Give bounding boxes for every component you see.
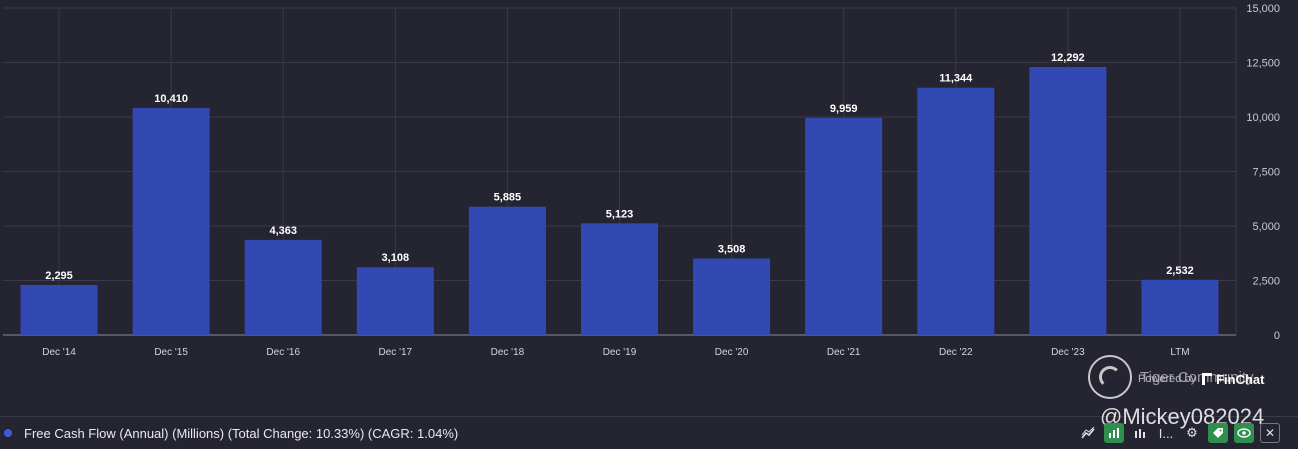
bar-value-label: 4,363 (269, 225, 297, 237)
y-axis-ticks: 0 2,500 5,000 7,500 10,000 12,500 15,000 (1246, 3, 1280, 342)
chart-toolbar: I... ⚙ ✕ (1078, 422, 1280, 444)
bar[interactable] (1029, 67, 1107, 336)
watermark-text: Tiger Community (1140, 369, 1254, 386)
x-tick-label: Dec '20 (715, 347, 749, 358)
bar[interactable] (917, 87, 995, 335)
x-tick-label: Dec '19 (603, 347, 637, 358)
x-tick-label: Dec '18 (491, 347, 525, 358)
x-axis-ticks: Dec '14 Dec '15 Dec '16 Dec '17 Dec '18 Dec '… (42, 347, 1189, 358)
more-icon[interactable]: I... (1158, 425, 1174, 441)
bar-value-label: 12,292 (1051, 52, 1085, 64)
y-tick-label: 15,000 (1246, 3, 1280, 15)
chart-line-icon[interactable] (1078, 423, 1098, 443)
x-tick-label: Dec '23 (1051, 347, 1085, 358)
x-tick-label: Dec '14 (42, 347, 76, 358)
y-tick-label: 10,000 (1246, 112, 1280, 124)
y-tick-label: 12,500 (1246, 58, 1280, 70)
x-tick-label: Dec '22 (939, 347, 973, 358)
bar-value-label: 3,508 (718, 244, 746, 256)
bars (20, 67, 1219, 336)
bar-value-label: 5,123 (606, 208, 634, 220)
bar-chart: 2,295 10,410 4,363 3,108 5,885 5,123 3,508 9,95… (3, 3, 1280, 358)
x-tick-label: Dec '15 (154, 347, 188, 358)
powered-by-label: Powered by (1138, 373, 1197, 385)
tag-icon[interactable] (1208, 423, 1228, 443)
bar[interactable] (581, 223, 658, 335)
powered-by: Powered by FinChat (1138, 370, 1264, 388)
x-tick-label: Dec '21 (827, 347, 861, 358)
legend-series-dot (4, 429, 12, 437)
bar[interactable] (356, 267, 434, 335)
legend[interactable]: Free Cash Flow (Annual) (Millions) (Tota… (4, 424, 458, 442)
bar-value-label: 11,344 (939, 73, 973, 85)
finchat-logo-icon (1202, 373, 1213, 385)
tiger-logo-icon (1088, 355, 1132, 399)
footer-divider (0, 416, 1298, 417)
y-tick-label: 7,500 (1252, 167, 1280, 179)
bar-value-labels: 2,295 10,410 4,363 3,108 5,885 5,123 3,508 9,95… (45, 52, 1193, 282)
columns-icon[interactable] (1130, 423, 1150, 443)
bar-chart-icon[interactable] (1104, 423, 1124, 443)
y-tick-label: 5,000 (1252, 221, 1280, 233)
close-icon[interactable]: ✕ (1260, 423, 1280, 443)
bar-value-label: 9,959 (830, 103, 858, 115)
bar-value-label: 10,410 (154, 93, 188, 105)
bar[interactable] (468, 206, 546, 335)
bar[interactable] (20, 284, 98, 335)
bar[interactable] (1141, 279, 1219, 335)
bar-value-label: 5,885 (494, 192, 522, 204)
brand-name: FinChat (1216, 371, 1265, 387)
x-tick-label: Dec '17 (379, 347, 413, 358)
eye-icon[interactable] (1234, 423, 1254, 443)
y-tick-label: 0 (1274, 330, 1280, 342)
x-tick-label: Dec '16 (266, 347, 300, 358)
bar[interactable] (244, 239, 322, 335)
bar-value-label: 2,295 (45, 270, 73, 282)
bar[interactable] (132, 108, 210, 335)
x-tick-label: LTM (1170, 347, 1189, 358)
bar-value-label: 2,532 (1166, 265, 1194, 277)
bar-value-label: 3,108 (382, 252, 410, 264)
gear-icon[interactable]: ⚙ (1186, 425, 1198, 440)
legend-series-label: Free Cash Flow (Annual) (Millions) (Tota… (24, 425, 459, 441)
bar[interactable] (693, 258, 771, 335)
y-tick-label: 2,500 (1252, 276, 1280, 288)
bar[interactable] (805, 117, 883, 335)
